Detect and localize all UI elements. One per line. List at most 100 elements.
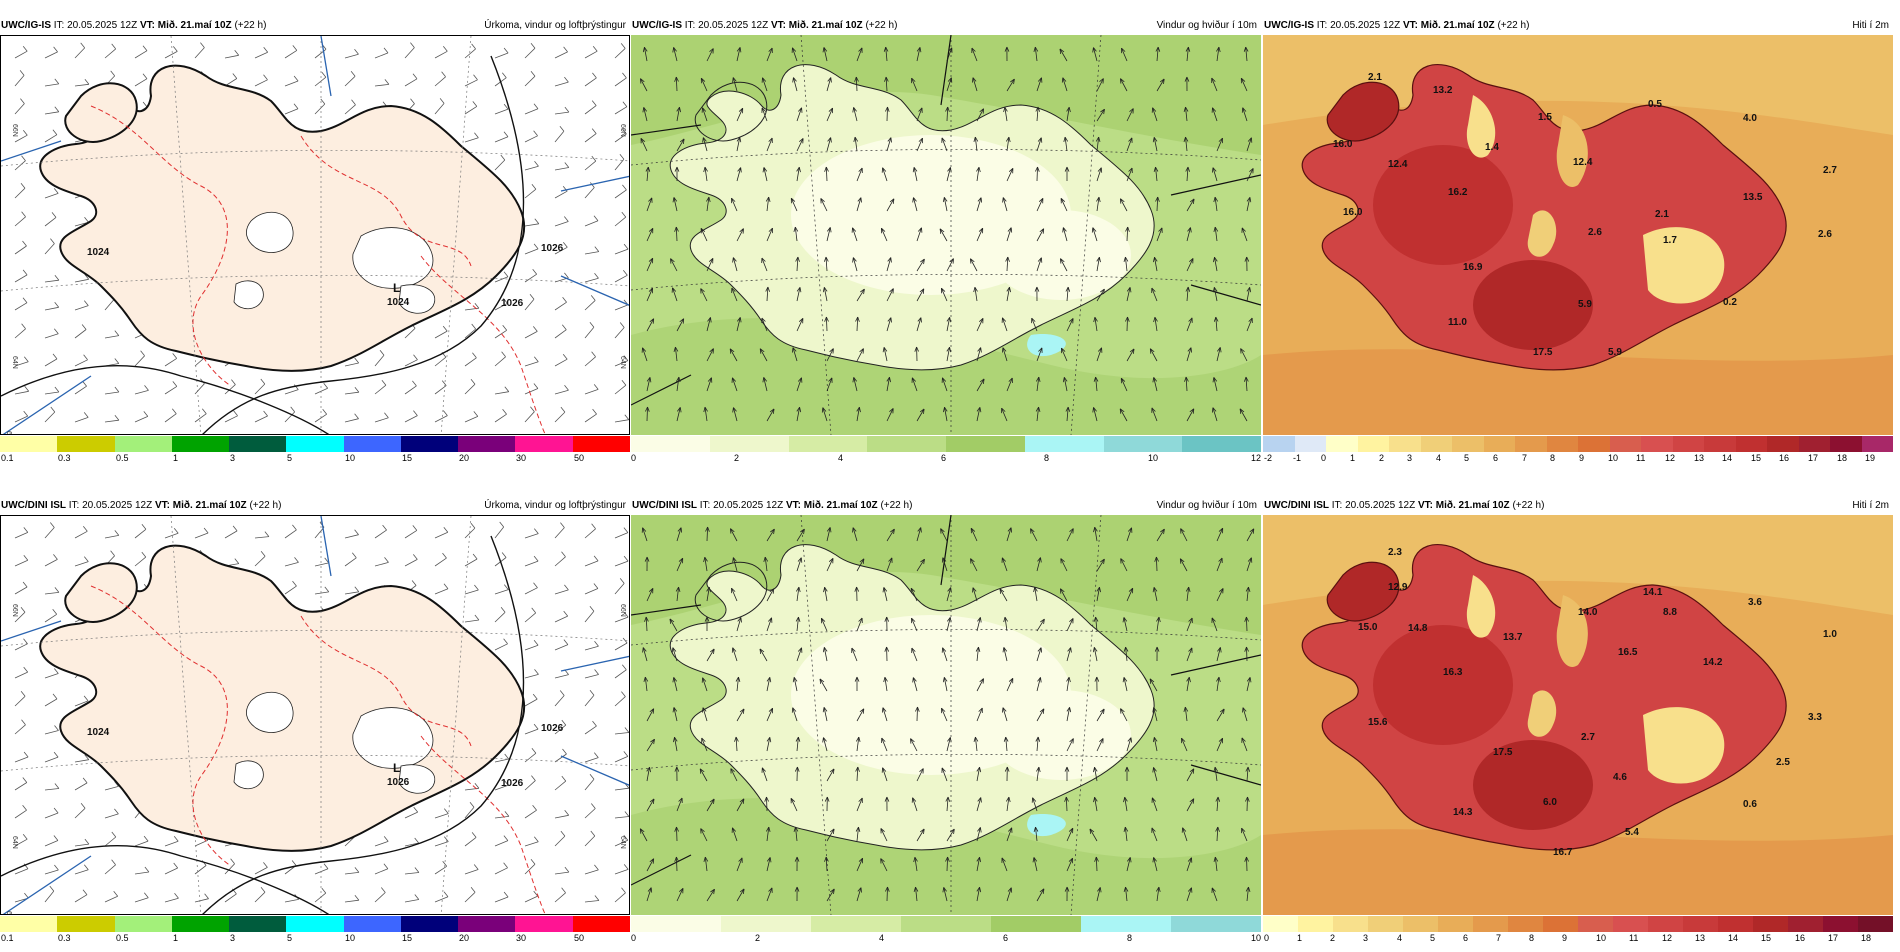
valid-time: VT: Mið. 21.maí 10Z: [140, 20, 232, 31]
temperature-label: 0.5: [1648, 99, 1662, 110]
temperature-label: 14.0: [1578, 607, 1598, 618]
panel-header: UWC/DINI ISL IT: 20.05.2025 12Z VT: Mið.…: [0, 498, 630, 514]
panel-precip-dini: UWC/DINI ISL IT: 20.05.2025 12Z VT: Mið.…: [0, 498, 630, 952]
colorbar-swatch: [1753, 916, 1788, 932]
colorbar-tick-label: 4: [838, 452, 843, 464]
colorbar-swatch: [286, 916, 343, 932]
colorbar-tick-label: -1: [1293, 452, 1301, 464]
colorbar-tick-label: 11: [1636, 452, 1645, 464]
colorbar-tick-label: 15: [1761, 932, 1771, 944]
temperature-colorbar: [1263, 916, 1893, 932]
init-time: IT: 20.05.2025 12Z: [1317, 20, 1400, 31]
latitude-label: 66N: [619, 124, 626, 137]
temperature-label: 5.9: [1578, 299, 1592, 310]
colorbar-swatch: [172, 916, 229, 932]
pressure-label: 1026: [501, 298, 524, 309]
precip-colorbar: [0, 436, 630, 452]
temperature-label: 5.9: [1608, 347, 1622, 358]
colorbar-tick-label: 15: [402, 932, 412, 944]
panel-header: UWC/IG-IS IT: 20.05.2025 12Z VT: Mið. 21…: [1263, 18, 1893, 34]
colorbar-tick-label: 9: [1562, 932, 1567, 944]
colorbar-swatch: [1673, 436, 1705, 452]
lead-time: (+22 h): [880, 500, 912, 511]
colorbar-tick-label: 5: [1464, 452, 1469, 464]
colorbar-swatch: [229, 436, 286, 452]
wind-map[interactable]: [631, 35, 1261, 435]
colorbar-swatch: [515, 436, 572, 452]
precip-map[interactable]: 1024102610261026L66N66N64N64N64N: [0, 515, 630, 915]
colorbar-swatch: [1736, 436, 1768, 452]
colorbar-swatch: [1862, 436, 1894, 452]
temperature-label: 2.6: [1588, 227, 1602, 238]
colorbar-swatch: [710, 436, 789, 452]
colorbar-tick-label: 8: [1529, 932, 1534, 944]
colorbar-tick-label: 6: [1003, 932, 1008, 944]
temperature-label: 4.0: [1743, 113, 1757, 124]
colorbar-tick-label: 18: [1861, 932, 1871, 944]
colorbar-tick-label: 2: [1330, 932, 1335, 944]
colorbar-tick-label: 8: [1127, 932, 1132, 944]
colorbar-tick-label: 18: [1837, 452, 1847, 464]
temperature-label: 0.2: [1723, 297, 1737, 308]
colorbar-tick-label: 12: [1665, 452, 1675, 464]
colorbar-swatch: [631, 916, 721, 932]
colorbar-swatch: [789, 436, 868, 452]
colorbar-swatch: [1473, 916, 1508, 932]
latitude-label: 64N: [11, 836, 18, 849]
init-time: IT: 20.05.2025 12Z: [700, 500, 783, 511]
panel-title: Úrkoma, vindur og loftþrýstingur: [484, 498, 626, 514]
temperature-label: 17.5: [1533, 347, 1553, 358]
colorbar-swatch: [573, 916, 630, 932]
colorbar-swatch: [1182, 436, 1261, 452]
colorbar-tick-label: 5: [1430, 932, 1435, 944]
panel-temp-dini: UWC/DINI ISL IT: 20.05.2025 12Z VT: Mið.…: [1263, 498, 1893, 952]
colorbar-tick-label: 6: [1463, 932, 1468, 944]
temperature-label: 14.2: [1703, 657, 1723, 668]
colorbar-swatch: [1403, 916, 1438, 932]
glacier-outline: [234, 281, 263, 309]
wind-map[interactable]: [631, 515, 1261, 915]
colorbar-swatch: [0, 436, 57, 452]
temperature-label: 16.5: [1618, 647, 1638, 658]
colorbar-swatch: [1389, 436, 1421, 452]
colorbar-tick-label: 10: [1596, 932, 1606, 944]
colorbar-tick-label: 0.3: [58, 932, 71, 944]
colorbar-tick-label: 3: [230, 932, 235, 944]
colorbar-swatch: [1333, 916, 1368, 932]
colorbar-tick-label: 1: [1297, 932, 1302, 944]
temperature-label: 3.3: [1808, 712, 1822, 723]
colorbar-tick-label: 10: [345, 932, 355, 944]
colorbar-swatch: [1025, 436, 1104, 452]
model-name: UWC/DINI ISL: [632, 500, 697, 511]
colorbar-swatch: [1799, 436, 1831, 452]
precip-map[interactable]: 1024102410261026L66N66N64N64N65N: [0, 35, 630, 435]
wind-colorbar: [631, 916, 1261, 932]
panel-header: UWC/DINI ISL IT: 20.05.2025 12Z VT: Mið.…: [1263, 498, 1893, 514]
latitude-label: 64N: [5, 911, 12, 915]
colorbar-tick-label: 3: [1363, 932, 1368, 944]
colorbar-tick-label: 13: [1695, 932, 1705, 944]
valid-time: VT: Mið. 21.maí 10Z: [1418, 500, 1510, 511]
colorbar-swatch: [867, 436, 946, 452]
colorbar-tick-label: 0: [1321, 452, 1326, 464]
colorbar-tick-label: 0.1: [1, 932, 14, 944]
temperature-label: 1.5: [1538, 112, 1552, 123]
colorbar-swatch: [1578, 916, 1613, 932]
colorbar-tick-label: 14: [1728, 932, 1738, 944]
colorbar-swatch: [1858, 916, 1893, 932]
glacier-outline: [234, 761, 263, 789]
valid-time: VT: Mið. 21.maí 10Z: [786, 500, 878, 511]
colorbar-swatch: [1484, 436, 1516, 452]
init-time: IT: 20.05.2025 12Z: [1332, 500, 1415, 511]
temperature-label: 16.2: [1448, 187, 1468, 198]
colorbar-tick-label: 5: [287, 452, 292, 464]
colorbar-tick-label: 3: [230, 452, 235, 464]
panel-temp-igis: UWC/IG-IS IT: 20.05.2025 12Z VT: Mið. 21…: [1263, 18, 1893, 472]
colorbar-swatch: [901, 916, 991, 932]
temperature-label: 1.0: [1823, 629, 1837, 640]
pressure-label: 1024: [87, 247, 110, 258]
colorbar-tick-label: 10: [345, 452, 355, 464]
